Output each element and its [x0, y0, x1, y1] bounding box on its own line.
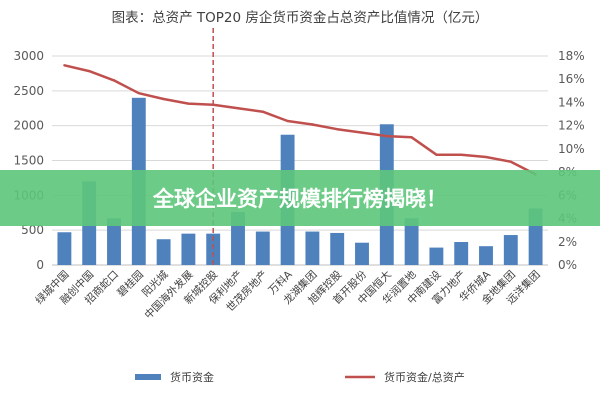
y-left-tick-label: 0 [36, 258, 44, 272]
x-tick-label: 碧桂园 [114, 268, 145, 299]
y-right-tick-label: 2% [558, 235, 577, 249]
y-right-tick-label: 0% [558, 258, 577, 272]
legend-label: 货币资金 [170, 370, 214, 384]
legend-swatch-bar [135, 374, 161, 380]
ratio-point [137, 91, 140, 95]
ratio-point [261, 110, 264, 113]
y-right-tick-label: 18% [558, 49, 585, 63]
ratio-point [88, 69, 91, 73]
bar [206, 233, 221, 265]
ratio-point [360, 131, 364, 134]
ratio-point [162, 97, 165, 101]
banner: 全球企业资产规模排行榜揭晓！ [0, 170, 600, 226]
ratio-point [410, 136, 413, 139]
bar [355, 242, 369, 265]
y-left-tick-label: 1500 [13, 154, 44, 168]
ratio-point [236, 107, 240, 110]
legend-label: 货币资金/总资产 [384, 370, 465, 384]
ratio-point [63, 64, 66, 67]
y-left-tick-label: 500 [21, 223, 44, 237]
ratio-line [64, 64, 537, 176]
x-tick-labels: 绿城中国融创中国招商蛇口碧桂园阳光城中国海外发展新城控股保利地产世茂房地产万科A… [33, 267, 543, 321]
ratio-point [435, 153, 438, 156]
legend: 货币资金 货币资金/总资产 [135, 370, 465, 384]
ratio-point [336, 127, 339, 131]
y-left-tick-label: 2000 [13, 119, 44, 133]
ratio-point [385, 134, 388, 138]
bar [255, 231, 270, 265]
y-right-tick-label: 12% [558, 119, 585, 133]
y-left-tick-label: 3000 [13, 49, 44, 63]
bar [156, 239, 171, 265]
banner-text: 全球企业资产规模排行榜揭晓！ [152, 187, 447, 211]
y-right-tick-label: 14% [558, 95, 585, 109]
y-right-tick-label: 16% [558, 72, 585, 86]
bar [107, 218, 121, 265]
bar [429, 247, 444, 265]
ratio-point [286, 119, 289, 123]
bar [503, 235, 518, 265]
bar [330, 232, 345, 265]
bar [454, 242, 469, 265]
bar [57, 232, 72, 265]
ratio-point [112, 79, 116, 82]
bar [181, 233, 196, 265]
bar [404, 218, 419, 265]
ratio-point [509, 160, 512, 163]
ratio-point [484, 155, 488, 159]
ratio-point [187, 102, 190, 105]
y-right-tick-label: 10% [558, 142, 585, 156]
line-series [63, 64, 537, 176]
banner-background [0, 170, 600, 226]
y-left-tick-label: 2500 [13, 84, 44, 98]
chart-title: 图表：总资产 TOP20 房企货币资金占总资产比值情况（亿元） [112, 9, 489, 26]
ratio-point [460, 153, 463, 156]
bar [479, 246, 493, 265]
ratio-point [311, 123, 314, 126]
bar [305, 231, 320, 265]
ratio-point [212, 103, 215, 106]
